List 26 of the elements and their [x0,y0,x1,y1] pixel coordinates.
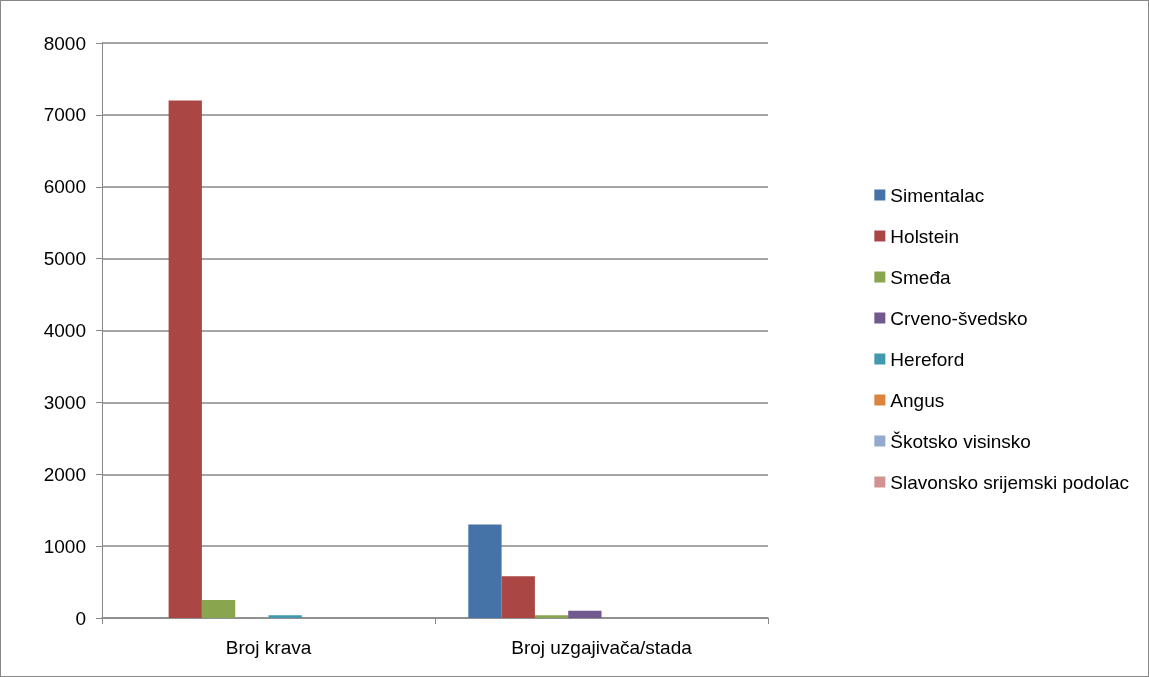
y-tick-label: 3000 [43,391,86,413]
legend-label: Crveno-švedsko [890,307,1028,329]
bar [268,615,302,618]
legend-label: Simentalac [890,184,985,206]
x-tick-label: Broj uzgajivača/stada [511,637,693,658]
bar [568,610,602,618]
bar [201,600,236,618]
bar [534,615,569,618]
legend-label: Angus [890,389,945,411]
y-tick-label: 4000 [43,320,86,341]
y-tick-label: 7000 [43,104,86,126]
legend-label: Holstein [890,225,959,247]
y-tick-label: 8000 [43,32,86,54]
y-tick-label: 1000 [43,535,86,557]
legend-label: Smeđa [890,266,951,288]
legend-label: Slavonsko srijemski podolac [890,471,1130,493]
y-tick-label: 2000 [43,463,86,485]
legend-label: Škotsko visinsko [890,430,1031,452]
bar [501,576,535,618]
y-tick-label: 5000 [43,248,86,270]
y-tick-label: 0 [75,607,86,629]
y-tick-label: 6000 [43,176,86,198]
legend-label: Hereford [890,348,965,370]
x-tick-label: Broj krava [225,637,312,658]
bar [168,100,202,618]
bar [468,524,502,618]
